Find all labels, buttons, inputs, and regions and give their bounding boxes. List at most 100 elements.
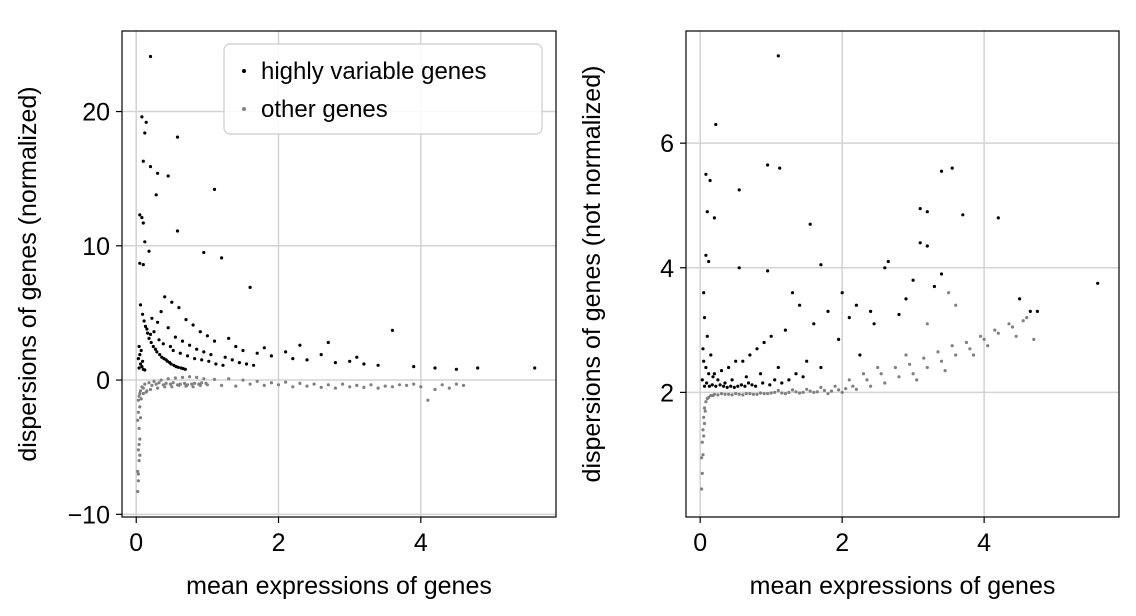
right-point-s0-18 [925,210,929,214]
left-point-s0-4 [175,135,180,139]
left-point-s0-14 [175,229,180,233]
left-point-s1-60 [326,383,330,387]
left-point-s0-107 [138,353,142,357]
left-point-s0-85 [143,324,148,328]
left-x-tick-label-0: 0 [129,529,143,557]
left-point-s1-68 [454,382,458,386]
legend-box [223,43,543,135]
left-point-s1-88 [137,394,141,398]
left-point-s1-76 [168,382,172,386]
right-point-s0-0 [776,54,780,58]
right-x-tick-label-0: 0 [693,529,707,557]
left-point-s0-72 [161,342,165,346]
left-point-s0-40 [333,361,337,365]
right-point-s0-50 [709,353,713,357]
right-point-s0-15 [808,222,812,226]
right-point-s0-54 [837,337,841,341]
right-point-s0-28 [1018,297,1022,301]
right-point-s1-62 [758,391,763,395]
right-point-s0-77 [714,384,718,388]
left-point-s0-79 [207,359,211,363]
left-point-s0-41 [348,359,352,363]
left-point-s0-8 [166,174,170,178]
left-point-s0-61 [202,350,206,354]
right-point-s1-90 [971,353,976,357]
right-point-s0-41 [769,334,773,338]
left-point-s0-66 [244,362,249,366]
right-point-s1-79 [908,362,912,366]
right-point-s1-66 [787,390,791,394]
right-point-s0-70 [702,359,706,363]
right-point-s1-61 [751,392,756,396]
left-point-s0-36 [284,350,288,354]
left-point-s0-43 [376,363,380,367]
left-point-s0-78 [200,358,204,362]
left-point-s1-54 [241,378,245,382]
left-point-s1-10 [141,391,145,396]
right-point-s0-12 [707,259,711,264]
right-point-s1-28 [911,372,915,376]
right-point-s1-52 [702,421,707,426]
left-point-s1-38 [447,386,451,390]
left-point-s0-25 [159,310,163,314]
left-point-s1-23 [248,382,252,386]
right-point-s1-4 [701,428,705,432]
legend-label-highly-variable: highly variable genes [261,58,486,85]
left-point-s0-52 [262,346,266,350]
left-point-s1-27 [305,384,309,388]
right-point-s1-72 [829,389,834,393]
left-point-s1-57 [284,380,288,384]
right-point-s1-41 [904,353,908,357]
right-point-s1-50 [702,434,706,438]
left-point-s1-35 [419,385,423,389]
right-point-s0-79 [722,384,726,388]
left-point-s1-3 [137,459,141,463]
left-point-s1-7 [138,416,143,420]
left-point-s1-25 [276,383,281,387]
left-point-s1-13 [156,386,160,390]
left-point-s0-51 [298,343,302,347]
right-point-s0-69 [704,365,708,370]
left-point-s0-49 [533,366,537,370]
left-point-s0-80 [214,362,218,366]
left-point-s0-91 [155,350,159,354]
legend-label-other: other genes [261,96,388,123]
right-point-s1-73 [837,388,841,392]
right-point-s1-88 [915,378,919,382]
right-point-s0-94 [794,372,798,376]
right-point-s0-10 [950,166,954,170]
left-y-axis-label: dispersions of genes (normalized) [14,86,42,461]
right-point-s1-26 [883,381,887,385]
legend: highly variable genes other genes [223,43,543,135]
right-point-s1-33 [982,337,986,341]
left-point-s0-64 [230,358,234,362]
right-point-s1-25 [869,384,873,388]
right-point-s0-19 [918,241,922,245]
left-x-tick-label-2: 4 [414,529,428,557]
left-point-s1-55 [255,379,259,383]
right-point-s1-81 [936,350,940,354]
left-point-s1-90 [136,418,140,422]
left-point-s1-73 [157,381,161,385]
left-point-s0-111 [140,365,144,369]
right-point-s0-95 [801,375,805,379]
left-point-s1-34 [405,383,409,387]
right-point-s1-31 [954,353,958,357]
right-point-s1-80 [922,356,926,360]
right-point-s0-24 [883,266,887,270]
left-point-s0-90 [153,347,157,351]
left-point-s1-37 [433,387,437,392]
left-point-s0-77 [193,357,197,361]
right-point-s0-22 [996,216,1000,220]
right-point-s1-55 [711,393,715,398]
right-point-s0-45 [741,359,745,363]
left-point-s1-18 [191,385,195,389]
left-point-s0-83 [141,312,145,316]
right-point-s0-38 [847,316,851,320]
right-point-s0-74 [705,381,709,385]
right-point-s0-39 [812,322,816,326]
left-point-s1-5 [138,437,142,441]
left-point-s0-24 [177,306,181,310]
right-point-s0-88 [754,384,758,388]
right-point-s1-16 [755,392,759,396]
